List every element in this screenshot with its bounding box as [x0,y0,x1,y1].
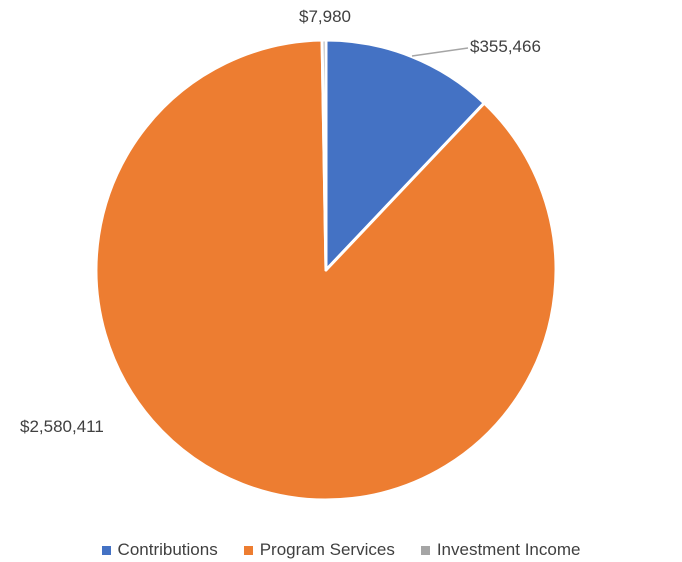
pie-slices [94,38,558,502]
legend-label-investment-income: Investment Income [436,540,581,559]
data-label-contributions: $355,466 [470,37,541,56]
legend-item-investment-income: Investment Income [420,540,581,560]
legend-item-program-services: Program Services [243,540,395,560]
legend-item-contributions: Contributions [101,540,218,560]
legend-swatch-program-services [243,545,253,555]
legend: Contributions Program Services Investmen… [0,538,682,562]
legend-label-contributions: Contributions [117,540,218,559]
data-label-program-services: $2,580,411 [20,417,104,436]
data-label-investment-income: $7,980 [299,7,351,26]
slice-contributions [324,38,486,272]
leader-line [411,47,469,57]
data-labels: $355,466 $2,580,411 $7,980 [20,7,541,436]
legend-swatch-investment-income [420,545,430,555]
legend-label-program-services: Program Services [259,540,395,559]
pie-chart: $355,466 $2,580,411 $7,980 [20,7,558,502]
slice-investment-income [320,38,328,272]
legend-swatch-contributions [101,545,111,555]
